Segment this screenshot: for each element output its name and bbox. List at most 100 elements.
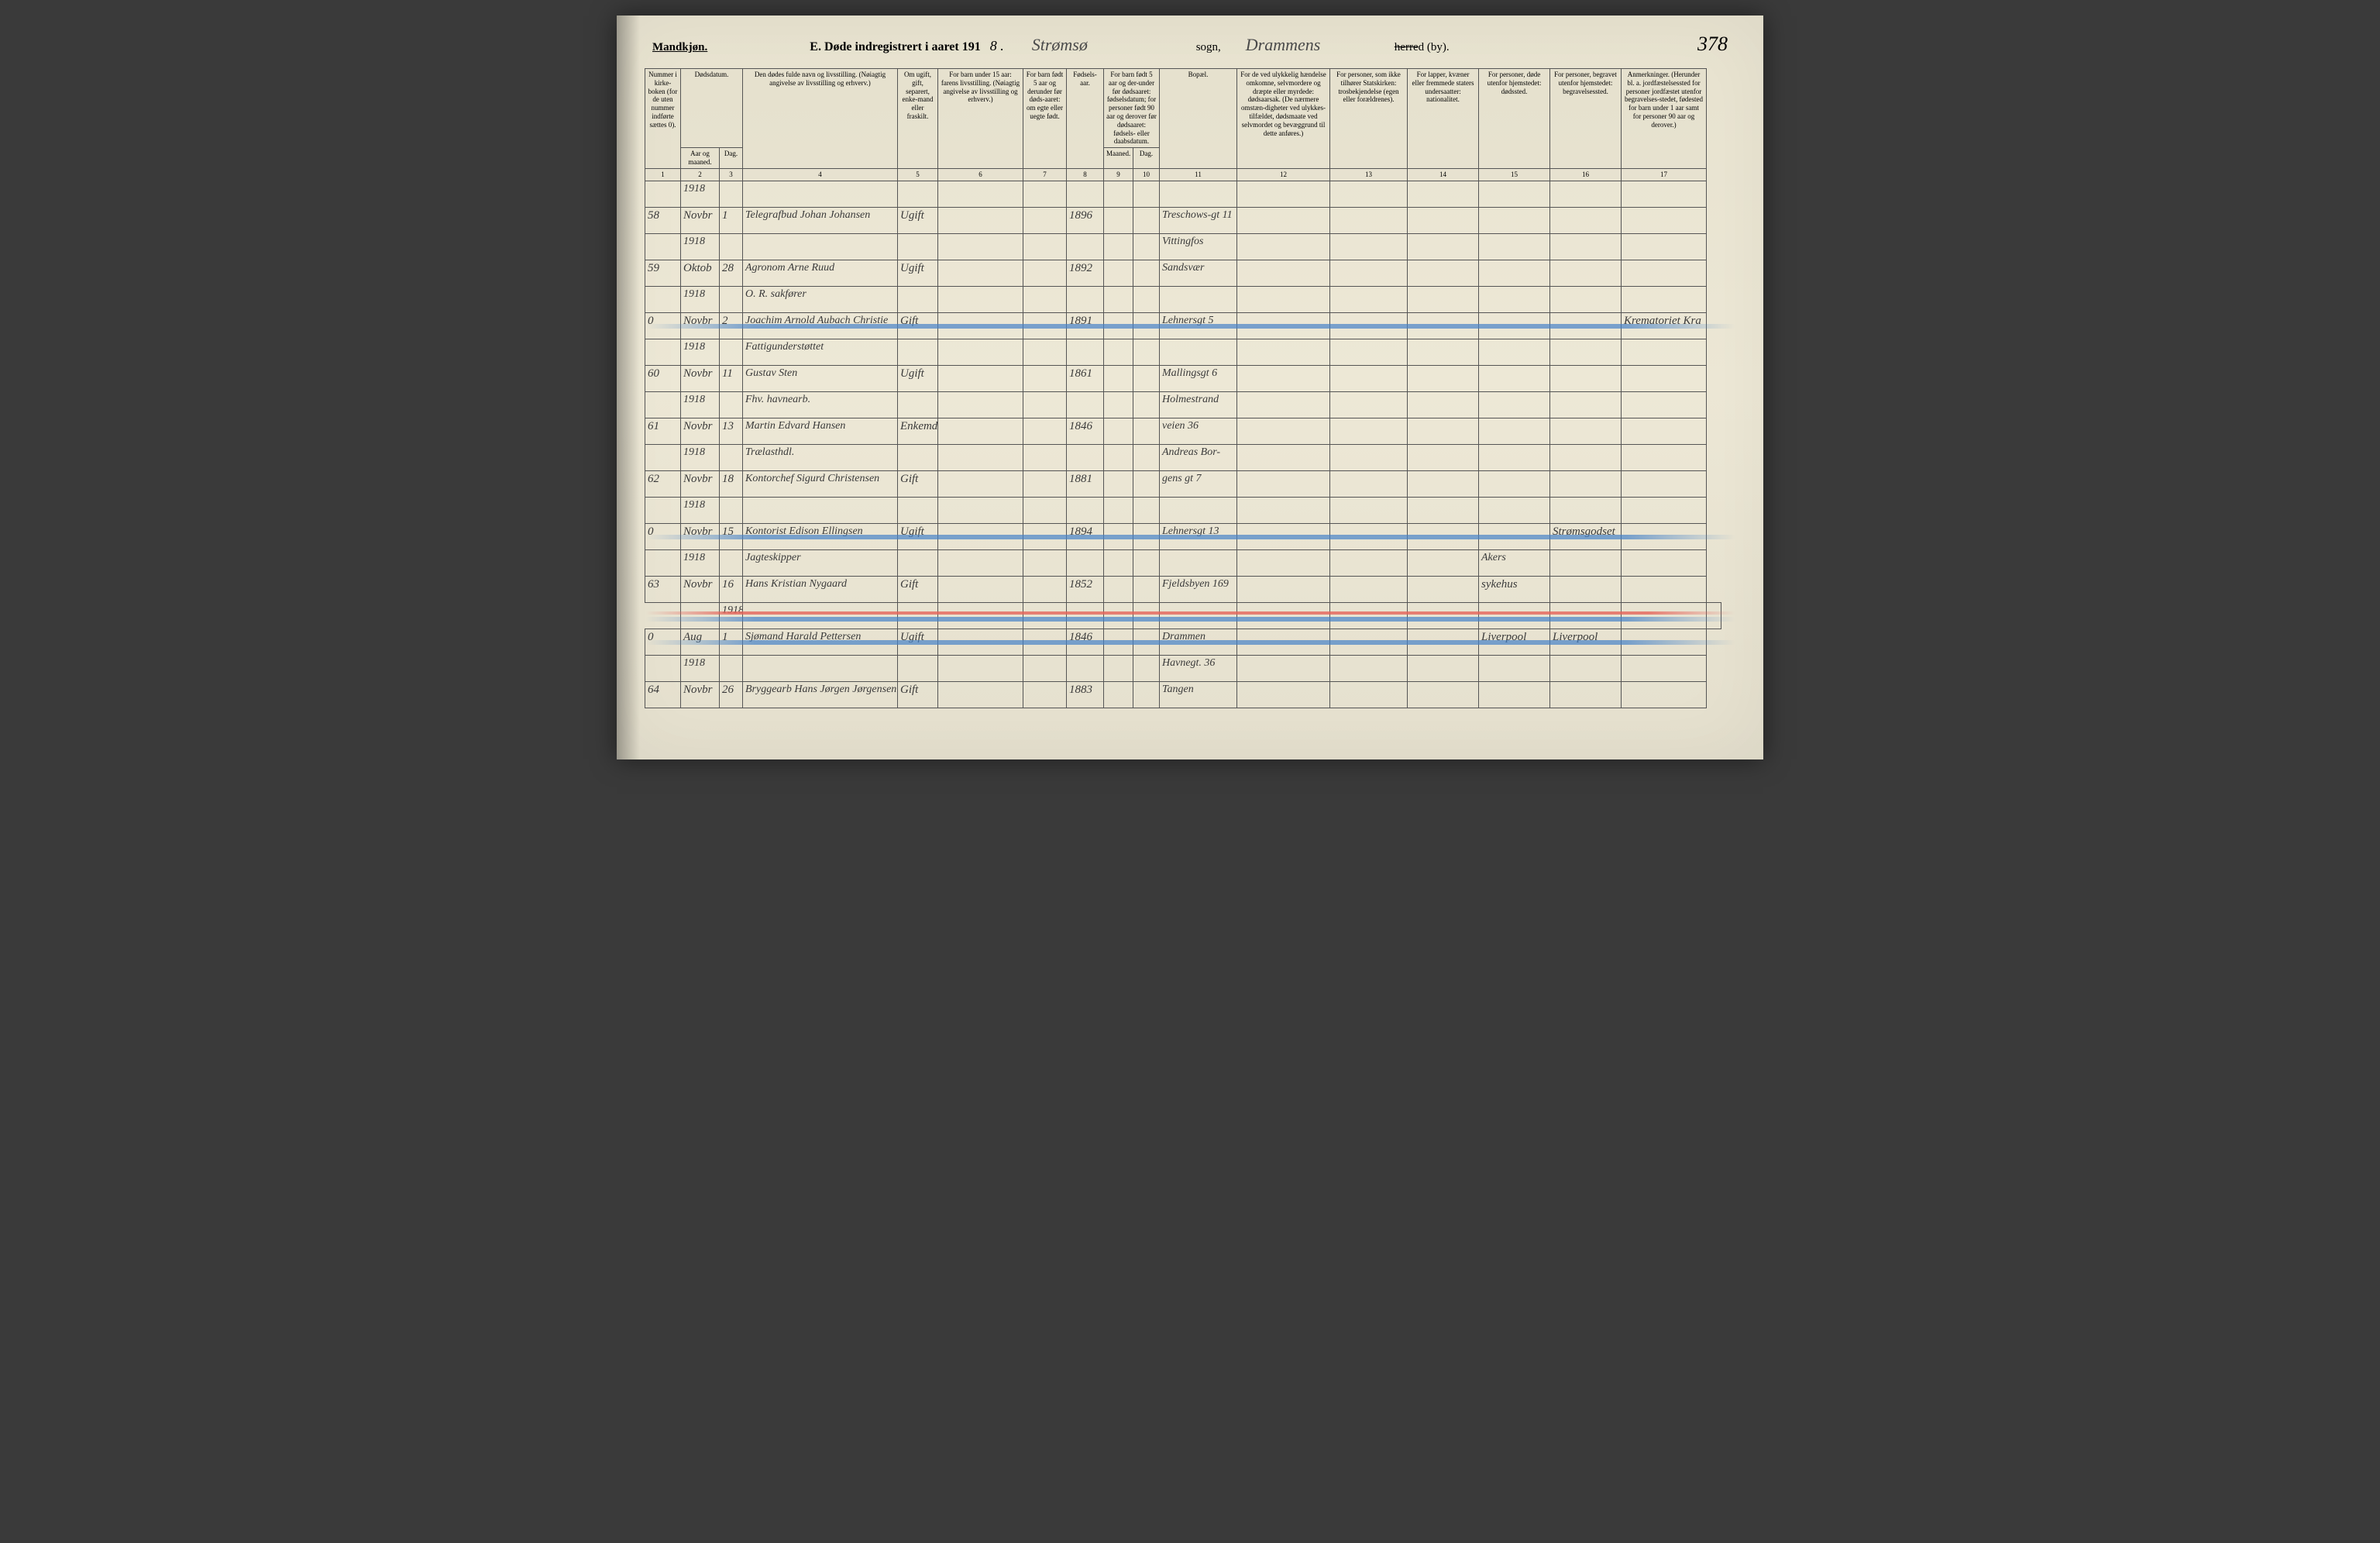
- cell: [681, 602, 720, 629]
- cell: Gift: [898, 681, 938, 708]
- cell: [645, 497, 681, 523]
- cell: sykehus: [1479, 576, 1550, 602]
- table-row: 1918JagteskipperAkers: [645, 549, 1735, 576]
- cell: [1707, 602, 1721, 629]
- cell: [720, 549, 743, 576]
- cell: 1: [720, 629, 743, 655]
- cell: [1479, 339, 1550, 365]
- cell: Sandsvær: [1160, 260, 1237, 286]
- cell: [1160, 286, 1237, 312]
- cell: [1330, 470, 1408, 497]
- cell: 1892: [1067, 260, 1104, 286]
- cell: [938, 629, 1023, 655]
- table-row: 61Novbr13Martin Edvard HansenEnkemd1846v…: [645, 418, 1735, 444]
- cell: [720, 497, 743, 523]
- cell: Novbr: [681, 418, 720, 444]
- cell: [1023, 181, 1067, 207]
- cell: Fattigunderstøttet: [743, 339, 898, 365]
- cell: gens gt 7: [1160, 470, 1237, 497]
- cell: [1550, 418, 1622, 444]
- cell: [1023, 207, 1067, 233]
- cell: [1550, 655, 1622, 681]
- cell: 26: [720, 681, 743, 708]
- cell: Ugift: [898, 365, 938, 391]
- cell: [1622, 418, 1707, 444]
- herred-name: Drammens: [1246, 35, 1370, 55]
- page-number: 378: [1697, 33, 1728, 56]
- cell: [1550, 497, 1622, 523]
- cell: [1237, 629, 1330, 655]
- column-number: 6: [938, 168, 1023, 181]
- cell: [1104, 655, 1133, 681]
- cell: [1104, 286, 1133, 312]
- cell: [898, 549, 938, 576]
- cell: [1023, 523, 1067, 549]
- cell: [1479, 286, 1550, 312]
- cell: [1330, 655, 1408, 681]
- column-number: 16: [1550, 168, 1622, 181]
- cell: [938, 444, 1023, 470]
- cell: [1550, 233, 1622, 260]
- cell: [1237, 523, 1330, 549]
- col-5-header: Om ugift, gift, separert, enke-mand elle…: [898, 69, 938, 169]
- cell: 0: [645, 629, 681, 655]
- cell: 1918: [681, 181, 720, 207]
- cell: [1237, 286, 1330, 312]
- cell: [720, 233, 743, 260]
- cell: Trælasthdl.: [743, 444, 898, 470]
- cell: Enkemd: [898, 418, 938, 444]
- cell: [1160, 339, 1237, 365]
- cell: [645, 286, 681, 312]
- cell: [645, 444, 681, 470]
- cell: [1067, 181, 1104, 207]
- cell: [645, 233, 681, 260]
- cell: [1408, 391, 1479, 418]
- cell: [1330, 207, 1408, 233]
- cell: [1237, 576, 1330, 602]
- cell: 1883: [1067, 681, 1104, 708]
- cell: 0: [645, 312, 681, 339]
- table-row: 64Novbr26Bryggearb Hans Jørgen Jørgensen…: [645, 681, 1735, 708]
- ledger-table: Nummer i kirke-boken (for de uten nummer…: [645, 68, 1735, 708]
- cell: [1023, 365, 1067, 391]
- cell: [1330, 681, 1408, 708]
- cell: [898, 497, 938, 523]
- cell: 64: [645, 681, 681, 708]
- cell: [1550, 470, 1622, 497]
- cell: [1133, 681, 1160, 708]
- cell: [1479, 497, 1550, 523]
- cell: [1160, 181, 1237, 207]
- cell: [1408, 549, 1479, 576]
- cell: Novbr: [681, 365, 720, 391]
- cell: [1067, 444, 1104, 470]
- cell: Liverpool: [1479, 629, 1550, 655]
- cell: [1622, 181, 1707, 207]
- cell: [898, 602, 938, 629]
- cell: [1330, 233, 1408, 260]
- form-title: E. Døde indregistrert i aaret 191: [810, 40, 980, 54]
- cell: [743, 655, 898, 681]
- cell: [1023, 391, 1067, 418]
- cell: [938, 681, 1023, 708]
- cell: 15: [720, 523, 743, 549]
- cell: [1237, 391, 1330, 418]
- cell: [1330, 365, 1408, 391]
- page-header: Mandkjøn. E. Døde indregistrert i aaret …: [645, 33, 1735, 56]
- table-row: 0Novbr15Kontorist Edison EllingsenUgift1…: [645, 523, 1735, 549]
- cell: 1861: [1067, 365, 1104, 391]
- cell: [1408, 260, 1479, 286]
- cell: [1067, 286, 1104, 312]
- column-number: 7: [1023, 168, 1067, 181]
- cell: [1023, 233, 1067, 260]
- cell: [1023, 339, 1067, 365]
- cell: 1846: [1067, 418, 1104, 444]
- sogn-label: sogn,: [1196, 41, 1221, 54]
- col-9-10-group: For barn født 5 aar og der-under før død…: [1104, 69, 1160, 148]
- cell: [1479, 681, 1550, 708]
- cell: [938, 365, 1023, 391]
- cell: [1622, 602, 1707, 629]
- cell: Holmestrand: [1160, 391, 1237, 418]
- cell: [1104, 260, 1133, 286]
- column-number: 14: [1408, 168, 1479, 181]
- cell: [1237, 418, 1330, 444]
